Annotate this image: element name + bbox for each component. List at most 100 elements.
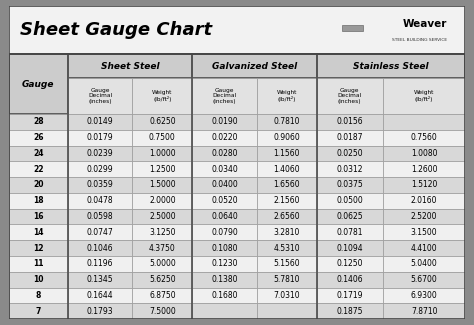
Text: Gauge
Decimal
(inches): Gauge Decimal (inches) [337,88,362,104]
Text: 0.0625: 0.0625 [337,212,363,221]
Bar [317,225,383,240]
Text: 0.7560: 0.7560 [410,133,438,142]
Bar [383,288,465,303]
Bar [9,288,68,303]
Text: 0.1644: 0.1644 [87,291,113,300]
Text: 26: 26 [33,133,44,142]
Bar [192,256,257,272]
Bar [383,193,465,209]
Text: 0.1046: 0.1046 [87,244,113,253]
Text: 1.2600: 1.2600 [411,165,438,174]
Bar [132,225,192,240]
Bar [192,272,257,288]
Text: 11: 11 [33,259,44,268]
Bar [317,130,383,146]
Bar [257,146,317,161]
Bar [9,177,68,193]
Bar [383,146,465,161]
Text: 3.1500: 3.1500 [411,228,438,237]
Text: 1.0000: 1.0000 [149,149,176,158]
Bar [9,54,68,114]
Bar [257,193,317,209]
Text: 0.1250: 0.1250 [337,259,363,268]
Text: 0.0187: 0.0187 [337,133,363,142]
Text: 0.9060: 0.9060 [273,133,300,142]
Text: Weight
(lb/ft²): Weight (lb/ft²) [276,90,297,102]
Bar [68,256,132,272]
Bar [383,161,465,177]
Bar [257,256,317,272]
Bar [383,209,465,225]
Bar [192,240,257,256]
Bar [68,54,192,78]
Text: 0.0790: 0.0790 [211,228,238,237]
Bar [257,177,317,193]
Bar [68,225,132,240]
Text: 4.5310: 4.5310 [273,244,300,253]
Bar [192,114,257,130]
Text: 3.2810: 3.2810 [273,228,300,237]
Text: 0.0640: 0.0640 [211,212,238,221]
Text: 2.0000: 2.0000 [149,196,176,205]
Bar [383,240,465,256]
Text: Sheet Steel: Sheet Steel [101,62,159,71]
Text: 0.1196: 0.1196 [87,259,113,268]
Bar [132,193,192,209]
Bar [132,256,192,272]
Text: Weight
(lb/ft²): Weight (lb/ft²) [414,90,434,102]
Bar [257,130,317,146]
Bar [317,272,383,288]
Bar [68,272,132,288]
Bar [9,114,68,130]
Text: 12: 12 [33,244,44,253]
Bar [68,240,132,256]
Bar [132,272,192,288]
Text: 0.0598: 0.0598 [87,212,113,221]
Text: 0.0179: 0.0179 [87,133,113,142]
Text: 6.8750: 6.8750 [149,291,176,300]
Bar [192,288,257,303]
Bar [9,193,68,209]
Text: 5.7810: 5.7810 [273,275,300,284]
Text: 1.1560: 1.1560 [273,149,300,158]
Text: 2.5200: 2.5200 [411,212,438,221]
Text: 2.5000: 2.5000 [149,212,176,221]
Bar [317,240,383,256]
Bar [68,177,132,193]
Bar [192,78,257,114]
Text: 1.0080: 1.0080 [411,149,438,158]
Bar [317,303,383,319]
Text: 5.0400: 5.0400 [410,259,438,268]
Text: 7.0310: 7.0310 [273,291,300,300]
Bar [9,240,68,256]
Text: 0.1406: 0.1406 [337,275,363,284]
Bar [257,161,317,177]
Bar [317,78,383,114]
Text: 18: 18 [33,196,44,205]
Text: 7: 7 [36,307,41,316]
Text: 0.0250: 0.0250 [337,149,363,158]
Bar [68,161,132,177]
Bar [68,209,132,225]
Text: 0.7810: 0.7810 [273,117,300,126]
Bar [257,78,317,114]
Bar [192,177,257,193]
Text: 0.0500: 0.0500 [337,196,363,205]
Bar [317,54,465,78]
Text: 0.1719: 0.1719 [337,291,363,300]
Bar [317,146,383,161]
Text: 2.0160: 2.0160 [411,196,438,205]
Bar [257,288,317,303]
Text: 14: 14 [33,228,44,237]
Text: 0.1380: 0.1380 [211,275,238,284]
Text: STEEL BUILDING SERVICE: STEEL BUILDING SERVICE [392,38,447,42]
Bar [383,130,465,146]
Text: 0.0400: 0.0400 [211,180,238,189]
Text: 1.5120: 1.5120 [411,180,438,189]
Text: Gauge
Decimal
(inches): Gauge Decimal (inches) [212,88,237,104]
Text: 0.0190: 0.0190 [211,117,238,126]
Text: 1.6560: 1.6560 [273,180,300,189]
Text: 8: 8 [36,291,41,300]
Bar [257,272,317,288]
Text: 0.0340: 0.0340 [211,165,238,174]
